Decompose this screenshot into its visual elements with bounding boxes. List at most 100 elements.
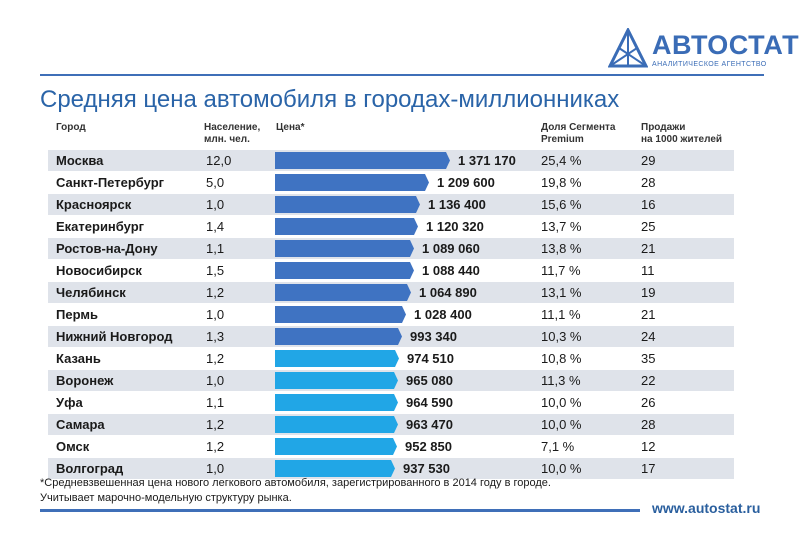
- price-bar: [275, 438, 397, 455]
- sales-per-1000: 25: [641, 219, 656, 234]
- population-value: 1,5: [206, 263, 225, 278]
- premium-share: 10,0 %: [541, 417, 582, 432]
- population-value: 1,0: [206, 307, 225, 322]
- sales-per-1000: 12: [641, 439, 656, 454]
- table-row: Самара 1,2 963 470 10,0 % 28: [48, 414, 734, 435]
- price-bar: [275, 416, 398, 433]
- population-value: 1,0: [206, 461, 225, 476]
- population-value: 1,2: [206, 285, 225, 300]
- sales-per-1000: 21: [641, 307, 656, 322]
- header-sales-line1: Продажи: [641, 122, 686, 133]
- sales-per-1000: 21: [641, 241, 656, 256]
- city-name: Екатеринбург: [56, 219, 145, 234]
- premium-share: 11,3 %: [541, 373, 581, 388]
- city-name: Воронеж: [56, 373, 114, 388]
- price-bar: [275, 240, 414, 257]
- city-name: Самара: [56, 417, 105, 432]
- table-row: Казань 1,2 974 510 10,8 % 35: [48, 348, 734, 369]
- header-premium: Доля Сегмента Premium: [541, 122, 615, 146]
- premium-share: 10,0 %: [541, 395, 582, 410]
- table-row: Санкт-Петербург 5,0 1 209 600 19,8 % 28: [48, 172, 734, 193]
- top-rule: [40, 74, 764, 76]
- logo-triangle-icon: [608, 28, 648, 68]
- table-row: Воронеж 1,0 965 080 11,3 % 22: [48, 370, 734, 391]
- table-row: Екатеринбург 1,4 1 120 320 13,7 % 25: [48, 216, 734, 237]
- population-value: 1,1: [206, 241, 225, 256]
- price-bar: [275, 284, 411, 301]
- table-row: Омск 1,2 952 850 7,1 % 12: [48, 436, 734, 457]
- premium-share: 11,1 %: [541, 307, 581, 322]
- premium-share: 19,8 %: [541, 175, 582, 190]
- table-row: Нижний Новгород 1,3 993 340 10,3 % 24: [48, 326, 734, 347]
- table-row: Москва 12,0 1 371 170 25,4 % 29: [48, 150, 734, 171]
- autostat-logo: АВТОСТАТ АНАЛИТИЧЕСКОЕ АГЕНТСТВО: [608, 28, 799, 72]
- header-city: Город: [56, 122, 86, 133]
- sales-per-1000: 35: [641, 351, 656, 366]
- table-row: Красноярск 1,0 1 136 400 15,6 % 16: [48, 194, 734, 215]
- footnote: *Средневзвешенная цена нового легкового …: [40, 476, 551, 506]
- price-value: 965 080: [406, 373, 453, 388]
- premium-share: 10,0 %: [541, 461, 582, 476]
- population-value: 1,4: [206, 219, 225, 234]
- population-value: 1,0: [206, 373, 225, 388]
- sales-per-1000: 11: [641, 263, 655, 278]
- premium-share: 15,6 %: [541, 197, 582, 212]
- population-value: 1,2: [206, 417, 225, 432]
- price-bar: [275, 196, 420, 213]
- footnote-line1: *Средневзвешенная цена нового легкового …: [40, 477, 551, 489]
- website-link[interactable]: www.autostat.ru: [652, 500, 761, 516]
- sales-per-1000: 24: [641, 329, 656, 344]
- table-row: Ростов-на-Дону 1,1 1 089 060 13,8 % 21: [48, 238, 734, 259]
- header-premium-line1: Доля Сегмента: [541, 122, 616, 133]
- header-price: Цена*: [276, 122, 305, 133]
- price-bar: [275, 328, 402, 345]
- city-name: Пермь: [56, 307, 98, 322]
- population-value: 1,3: [206, 329, 225, 344]
- price-value: 937 530: [403, 461, 450, 476]
- city-name: Москва: [56, 153, 104, 168]
- premium-share: 25,4 %: [541, 153, 582, 168]
- header-premium-line2: Premium: [541, 134, 584, 145]
- premium-share: 10,8 %: [541, 351, 582, 366]
- city-name: Новосибирск: [56, 263, 142, 278]
- price-bar: [275, 460, 395, 477]
- premium-share: 13,7 %: [541, 219, 582, 234]
- price-bar: [275, 306, 406, 323]
- population-value: 5,0: [206, 175, 225, 190]
- population-value: 1,1: [206, 395, 225, 410]
- price-bar: [275, 152, 450, 169]
- sales-per-1000: 28: [641, 175, 656, 190]
- price-bar: [275, 372, 398, 389]
- price-bar: [275, 218, 418, 235]
- price-value: 993 340: [410, 329, 457, 344]
- price-bar: [275, 350, 399, 367]
- population-value: 1,0: [206, 197, 225, 212]
- table-row: Уфа 1,1 964 590 10,0 % 26: [48, 392, 734, 413]
- price-value: 1 209 600: [437, 175, 495, 190]
- chart-title: Средняя цена автомобиля в городах-миллио…: [40, 86, 620, 113]
- price-value: 974 510: [407, 351, 454, 366]
- header-sales: Продажи на 1000 жителей: [641, 122, 722, 146]
- price-bar: [275, 394, 398, 411]
- city-name: Ростов-на-Дону: [56, 241, 158, 256]
- sales-per-1000: 28: [641, 417, 656, 432]
- price-bar: [275, 174, 429, 191]
- header-population-line1: Население,: [204, 122, 261, 133]
- premium-share: 13,8 %: [541, 241, 582, 256]
- premium-share: 7,1 %: [541, 439, 575, 454]
- table-body: Москва 12,0 1 371 170 25,4 % 29 Санкт-Петербу…: [48, 150, 734, 480]
- premium-share: 10,3 %: [541, 329, 582, 344]
- table-row: Пермь 1,0 1 028 400 11,1 % 21: [48, 304, 734, 325]
- price-value: 1 371 170: [458, 153, 516, 168]
- sales-per-1000: 17: [641, 461, 656, 476]
- city-name: Омск: [56, 439, 90, 454]
- logo-name: АВТОСТАТ: [652, 30, 800, 60]
- sales-per-1000: 29: [641, 153, 656, 168]
- population-value: 1,2: [206, 439, 225, 454]
- price-bar: [275, 262, 414, 279]
- city-name: Волгоград: [56, 461, 124, 476]
- table-row: Новосибирск 1,5 1 088 440 11,7 % 11: [48, 260, 734, 281]
- sales-per-1000: 22: [641, 373, 656, 388]
- city-name: Санкт-Петербург: [56, 175, 165, 190]
- price-value: 1 136 400: [428, 197, 486, 212]
